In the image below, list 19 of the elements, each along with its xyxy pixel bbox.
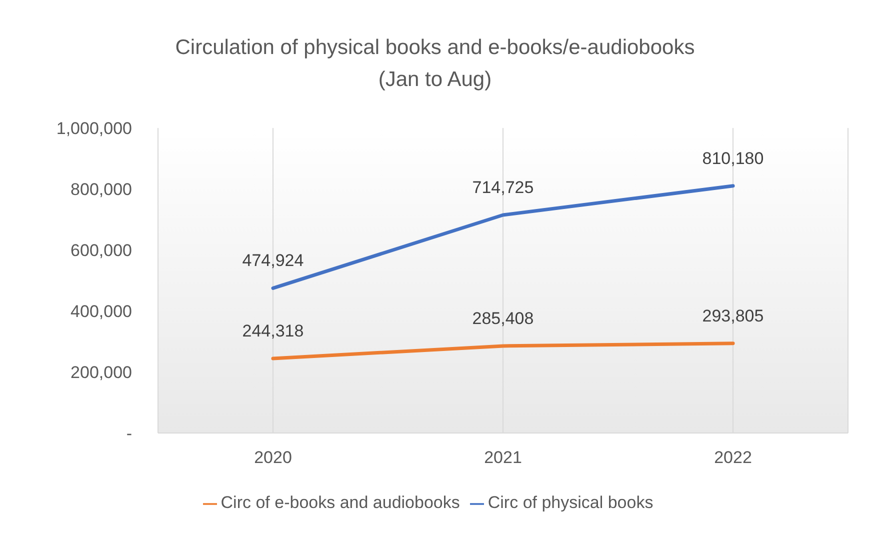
data-label: 244,318 (242, 321, 304, 340)
y-tick-label: 200,000 (70, 363, 132, 382)
data-label: 293,805 (702, 306, 764, 326)
x-tick-label: 2022 (714, 448, 752, 468)
legend-label: Circ of e-books and audiobooks (220, 493, 460, 512)
legend-label: Circ of physical books (488, 493, 654, 512)
x-tick-label: 2021 (484, 448, 522, 468)
chart-subtitle: (Jan to Aug) (377, 67, 493, 93)
chart-title: Circulation of physical books and e-books/e-audiobooks (174, 35, 696, 61)
y-tick-label: 600,000 (70, 241, 132, 260)
y-tick-label: 800,000 (70, 180, 132, 200)
data-label: 474,924 (242, 251, 304, 270)
data-label: 285,408 (472, 308, 534, 328)
data-label: 810,180 (702, 148, 764, 168)
data-label: 714,725 (472, 178, 534, 198)
y-tick-label: 400,000 (70, 302, 132, 322)
y-tick-label: - (126, 424, 132, 444)
x-tick-label: 2020 (254, 448, 292, 468)
y-tick-label: 1,000,000 (56, 119, 132, 138)
